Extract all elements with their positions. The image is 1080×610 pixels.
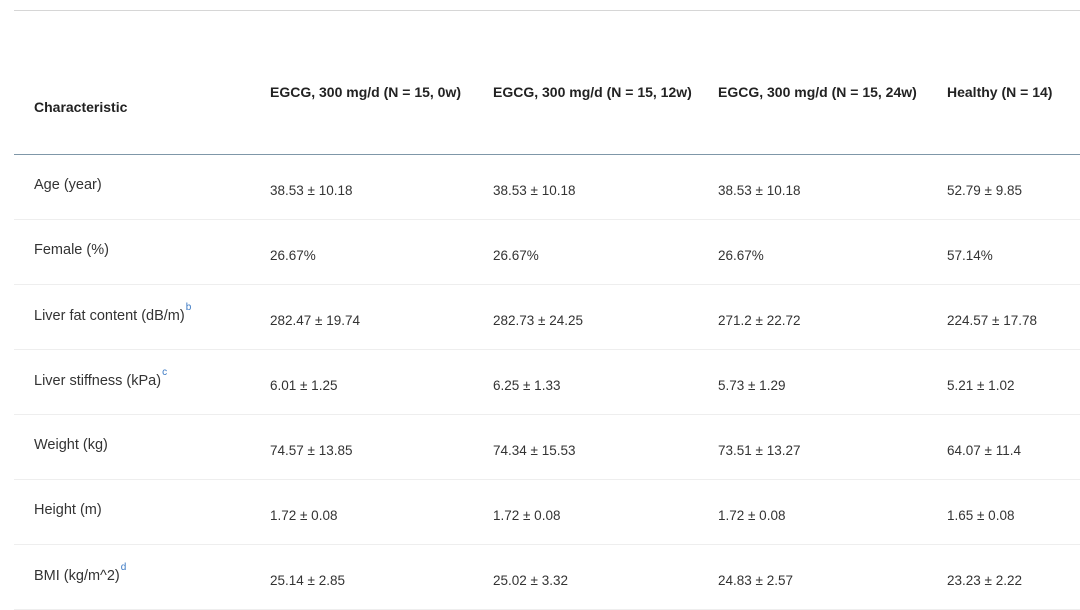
- row-label-cell: Weight (kg): [14, 414, 270, 480]
- cell-egcg-12w: 282.73 ± 24.25: [493, 284, 718, 350]
- cell-egcg-24w: 24.83 ± 2.57: [718, 544, 947, 610]
- cell-egcg-12w: 26.67%: [493, 219, 718, 285]
- cell-egcg-0w: 74.57 ± 13.85: [270, 414, 493, 480]
- cell-value: 271.2 ± 22.72: [718, 312, 801, 328]
- row-label: Liver stiffness (kPa): [34, 372, 162, 389]
- cell-value: 1.72 ± 0.08: [270, 507, 338, 523]
- row-label: Weight (kg): [34, 437, 108, 453]
- cell-value: 38.53 ± 10.18: [718, 182, 801, 198]
- cell-egcg-12w: 74.34 ± 15.53: [493, 414, 718, 480]
- cell-value: 6.01 ± 1.25: [270, 377, 338, 393]
- cell-egcg-0w: 38.53 ± 10.18: [270, 154, 493, 220]
- cell-value: 64.07 ± 11.4: [947, 442, 1021, 458]
- cell-value: 57.14%: [947, 247, 993, 263]
- cell-egcg-12w: 1.72 ± 0.08: [493, 479, 718, 545]
- characteristics-table-container: Characteristic EGCG, 300 mg/d (N = 15, 0…: [14, 30, 1080, 610]
- table-header: Characteristic EGCG, 300 mg/d (N = 15, 0…: [14, 30, 1080, 155]
- cell-value: 38.53 ± 10.18: [493, 182, 576, 198]
- cell-value: 74.57 ± 13.85: [270, 442, 353, 458]
- row-label: Liver fat content (dB/m): [34, 307, 185, 324]
- cell-value: 52.79 ± 9.85: [947, 182, 1022, 198]
- cell-value: 26.67%: [493, 247, 539, 263]
- row-label-cell: Female (%): [14, 219, 270, 285]
- cell-egcg-24w: 5.73 ± 1.29: [718, 349, 947, 415]
- table-row: BMI (kg/m^2)d 25.14 ± 2.85 25.02 ± 3.32 24.…: [14, 544, 1080, 610]
- cell-value: 23.23 ± 2.22: [947, 572, 1022, 588]
- cell-healthy: 57.14%: [947, 219, 1080, 285]
- footnote-marker[interactable]: d: [120, 562, 127, 574]
- cell-value: 24.83 ± 2.57: [718, 572, 793, 588]
- cell-value: 224.57 ± 17.78: [947, 312, 1037, 328]
- row-label-cell: Age (year): [14, 154, 270, 220]
- cell-value: 6.25 ± 1.33: [493, 377, 561, 393]
- table-row: Height (m) 1.72 ± 0.08 1.72 ± 0.08 1.72 ± 0…: [14, 479, 1080, 545]
- row-label: Age (year): [34, 177, 102, 193]
- cell-egcg-12w: 6.25 ± 1.33: [493, 349, 718, 415]
- cell-healthy: 1.65 ± 0.08: [947, 479, 1080, 545]
- cell-value: 73.51 ± 13.27: [718, 442, 801, 458]
- cell-value: 282.47 ± 19.74: [270, 312, 360, 328]
- table-row: Liver fat content (dB/m)b 282.47 ± 19.74 2…: [14, 284, 1080, 350]
- cell-healthy: 224.57 ± 17.78: [947, 284, 1080, 350]
- cell-value: 26.67%: [270, 247, 316, 263]
- footnote-marker[interactable]: c: [162, 367, 168, 379]
- row-label: Height (m): [34, 502, 102, 518]
- cell-value: 1.72 ± 0.08: [493, 507, 561, 523]
- cell-value: 282.73 ± 24.25: [493, 312, 583, 328]
- cell-egcg-0w: 26.67%: [270, 219, 493, 285]
- cell-egcg-0w: 6.01 ± 1.25: [270, 349, 493, 415]
- header-row: Characteristic EGCG, 300 mg/d (N = 15, 0…: [14, 30, 1080, 155]
- cell-egcg-12w: 38.53 ± 10.18: [493, 154, 718, 220]
- cell-value: 5.73 ± 1.29: [718, 377, 786, 393]
- column-header-egcg-12w: EGCG, 300 mg/d (N = 15, 12w): [493, 30, 718, 155]
- cell-value: 25.02 ± 3.32: [493, 572, 568, 588]
- table-row: Weight (kg) 74.57 ± 13.85 74.34 ± 15.53 73.…: [14, 414, 1080, 480]
- cell-healthy: 64.07 ± 11.4: [947, 414, 1080, 480]
- cell-value: 38.53 ± 10.18: [270, 182, 353, 198]
- table-row: Liver stiffness (kPa)c 6.01 ± 1.25 6.25 ± …: [14, 349, 1080, 415]
- cell-egcg-0w: 1.72 ± 0.08: [270, 479, 493, 545]
- table-body: Age (year) 38.53 ± 10.18 38.53 ± 10.18 38.5…: [14, 154, 1080, 610]
- cell-egcg-24w: 38.53 ± 10.18: [718, 154, 947, 220]
- row-label-cell: Liver stiffness (kPa)c: [14, 349, 270, 415]
- cell-value: 25.14 ± 2.85: [270, 572, 345, 588]
- cell-value: 26.67%: [718, 247, 764, 263]
- column-header-egcg-0w: EGCG, 300 mg/d (N = 15, 0w): [270, 30, 493, 155]
- cell-healthy: 5.21 ± 1.02: [947, 349, 1080, 415]
- column-header-characteristic: Characteristic: [14, 30, 270, 155]
- column-header-egcg-24w: EGCG, 300 mg/d (N = 15, 24w): [718, 30, 947, 155]
- footnote-marker[interactable]: b: [185, 302, 192, 314]
- cell-healthy: 23.23 ± 2.22: [947, 544, 1080, 610]
- row-label-cell: BMI (kg/m^2)d: [14, 544, 270, 610]
- cell-healthy: 52.79 ± 9.85: [947, 154, 1080, 220]
- row-label-cell: Liver fat content (dB/m)b: [14, 284, 270, 350]
- row-label: Female (%): [34, 242, 109, 258]
- cell-value: 1.65 ± 0.08: [947, 507, 1015, 523]
- cell-egcg-24w: 1.72 ± 0.08: [718, 479, 947, 545]
- cell-egcg-24w: 26.67%: [718, 219, 947, 285]
- cell-value: 74.34 ± 15.53: [493, 442, 576, 458]
- column-header-healthy: Healthy (N = 14): [947, 30, 1080, 155]
- table-row: Female (%) 26.67% 26.67% 26.67% 57.14%: [14, 219, 1080, 285]
- table-row: Age (year) 38.53 ± 10.18 38.53 ± 10.18 38.5…: [14, 154, 1080, 220]
- cell-value: 5.21 ± 1.02: [947, 377, 1015, 393]
- cell-value: 1.72 ± 0.08: [718, 507, 786, 523]
- cell-egcg-24w: 271.2 ± 22.72: [718, 284, 947, 350]
- row-label: BMI (kg/m^2): [34, 567, 120, 584]
- cell-egcg-12w: 25.02 ± 3.32: [493, 544, 718, 610]
- top-divider: [14, 10, 1080, 11]
- cell-egcg-0w: 282.47 ± 19.74: [270, 284, 493, 350]
- row-label-cell: Height (m): [14, 479, 270, 545]
- characteristics-table: Characteristic EGCG, 300 mg/d (N = 15, 0…: [14, 30, 1080, 610]
- cell-egcg-0w: 25.14 ± 2.85: [270, 544, 493, 610]
- cell-egcg-24w: 73.51 ± 13.27: [718, 414, 947, 480]
